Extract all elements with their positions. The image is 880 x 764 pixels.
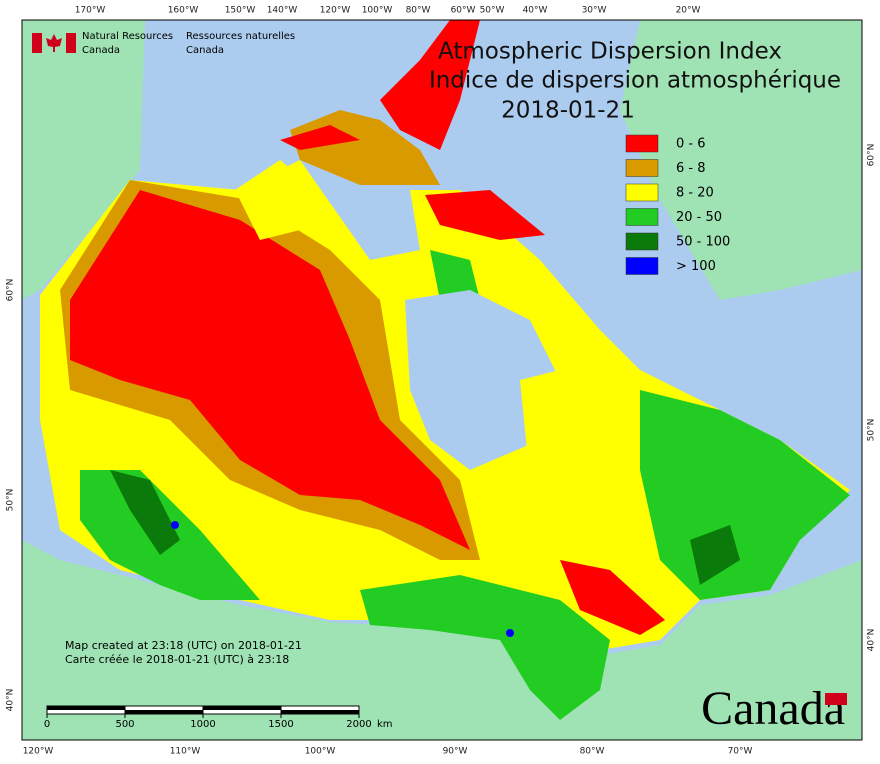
graticule-label: 20°W — [676, 6, 701, 16]
zone-100 — [171, 521, 179, 529]
legend-swatch — [625, 183, 659, 202]
graticule-label: 60°N — [867, 144, 877, 167]
agency-fr: Canada — [186, 45, 224, 56]
graticule-label: 110°W — [170, 747, 201, 757]
scale-label: 1000 — [190, 719, 215, 730]
legend-label: 0 - 6 — [676, 137, 706, 152]
frame — [21, 19, 863, 741]
legend-label: 50 - 100 — [676, 235, 730, 250]
greenland — [620, 20, 862, 300]
graticule-label: 40°N — [6, 689, 16, 712]
graticule-label: 50°N — [6, 489, 16, 512]
graticule-label: 50°W — [480, 6, 505, 16]
agency-en: Natural Resources — [82, 31, 173, 42]
scale-label: 1500 — [268, 719, 293, 730]
title: Atmospheric Dispersion Index — [438, 39, 782, 65]
flag-bar — [66, 33, 76, 53]
hudson-bay — [405, 290, 560, 470]
zone-50-100 — [110, 470, 180, 555]
scale-segment — [281, 710, 359, 714]
scale-label: 2000 — [346, 719, 371, 730]
graticule-label: 160°W — [168, 6, 199, 16]
zone-0-6 — [560, 560, 665, 635]
legend-label: 8 - 20 — [676, 186, 714, 201]
zone-0-6 — [380, 20, 480, 150]
zone-8-20 — [235, 160, 310, 240]
date: 2018-01-21 — [501, 98, 635, 124]
zone-0-6 — [280, 125, 360, 150]
graticule-label: 40°N — [867, 629, 877, 652]
zone-50-100 — [690, 525, 740, 585]
generated: 0 - 6 6 - 8 8 - 20 20 - 50 50 - 100 > 100 170°… — [6, 6, 877, 757]
zone-0-6 — [70, 190, 470, 550]
alaska — [22, 20, 145, 300]
scale-label: 500 — [115, 719, 134, 730]
graticule-label: 30°W — [582, 6, 607, 16]
note: Map created at 23:18 (UTC) on 2018-01-21 — [65, 639, 302, 652]
scale-segment — [125, 710, 203, 714]
graticule-label: 90°W — [443, 747, 468, 757]
maple-leaf — [46, 34, 62, 52]
graticule-label: 100°W — [305, 747, 336, 757]
zone-8-20 — [520, 360, 640, 520]
graticule-label: 80°W — [580, 747, 605, 757]
legend-swatch — [625, 134, 659, 153]
zone-0-6 — [425, 190, 545, 240]
graticule-label: 80°W — [406, 6, 431, 16]
graticule-label: 100°W — [362, 6, 393, 16]
scale-segment — [203, 706, 281, 710]
usa — [22, 540, 862, 740]
legend-swatch — [625, 208, 659, 226]
graticule-label: 120°W — [23, 747, 54, 757]
scale-segment — [47, 706, 125, 710]
agency-en: Canada — [82, 45, 120, 56]
legend-swatch — [625, 159, 659, 177]
title: Indice de dispersion atmosphérique — [429, 68, 841, 94]
agency-fr: Ressources naturelles — [186, 31, 295, 42]
legend-swatch — [625, 232, 659, 251]
wordmark-flag — [825, 693, 847, 705]
graticule-label: 140°W — [267, 6, 298, 16]
legend-swatch — [625, 257, 659, 275]
scale-label: 0 — [44, 719, 50, 730]
legend-label: > 100 — [676, 259, 716, 274]
wordmark: Canada — [701, 682, 845, 735]
zone-20-50 — [360, 575, 610, 720]
graticule-label: 50°N — [867, 419, 877, 442]
graticule-label: 170°W — [75, 6, 106, 16]
legend-label: 20 - 50 — [676, 210, 722, 225]
graticule-label: 60°W — [451, 6, 476, 16]
legend-label: 6 - 8 — [676, 161, 706, 176]
graticule-label: 70°W — [728, 747, 753, 757]
graticule-label: 60°N — [6, 279, 16, 302]
graticule-label: 40°W — [523, 6, 548, 16]
scale-unit: km — [377, 719, 393, 730]
note: Carte créée le 2018-01-21 (UTC) à 23:18 — [65, 653, 289, 666]
flag-bar — [32, 33, 42, 53]
zone-100 — [506, 629, 514, 637]
graticule-label: 150°W — [225, 6, 256, 16]
graticule-label: 120°W — [320, 6, 351, 16]
